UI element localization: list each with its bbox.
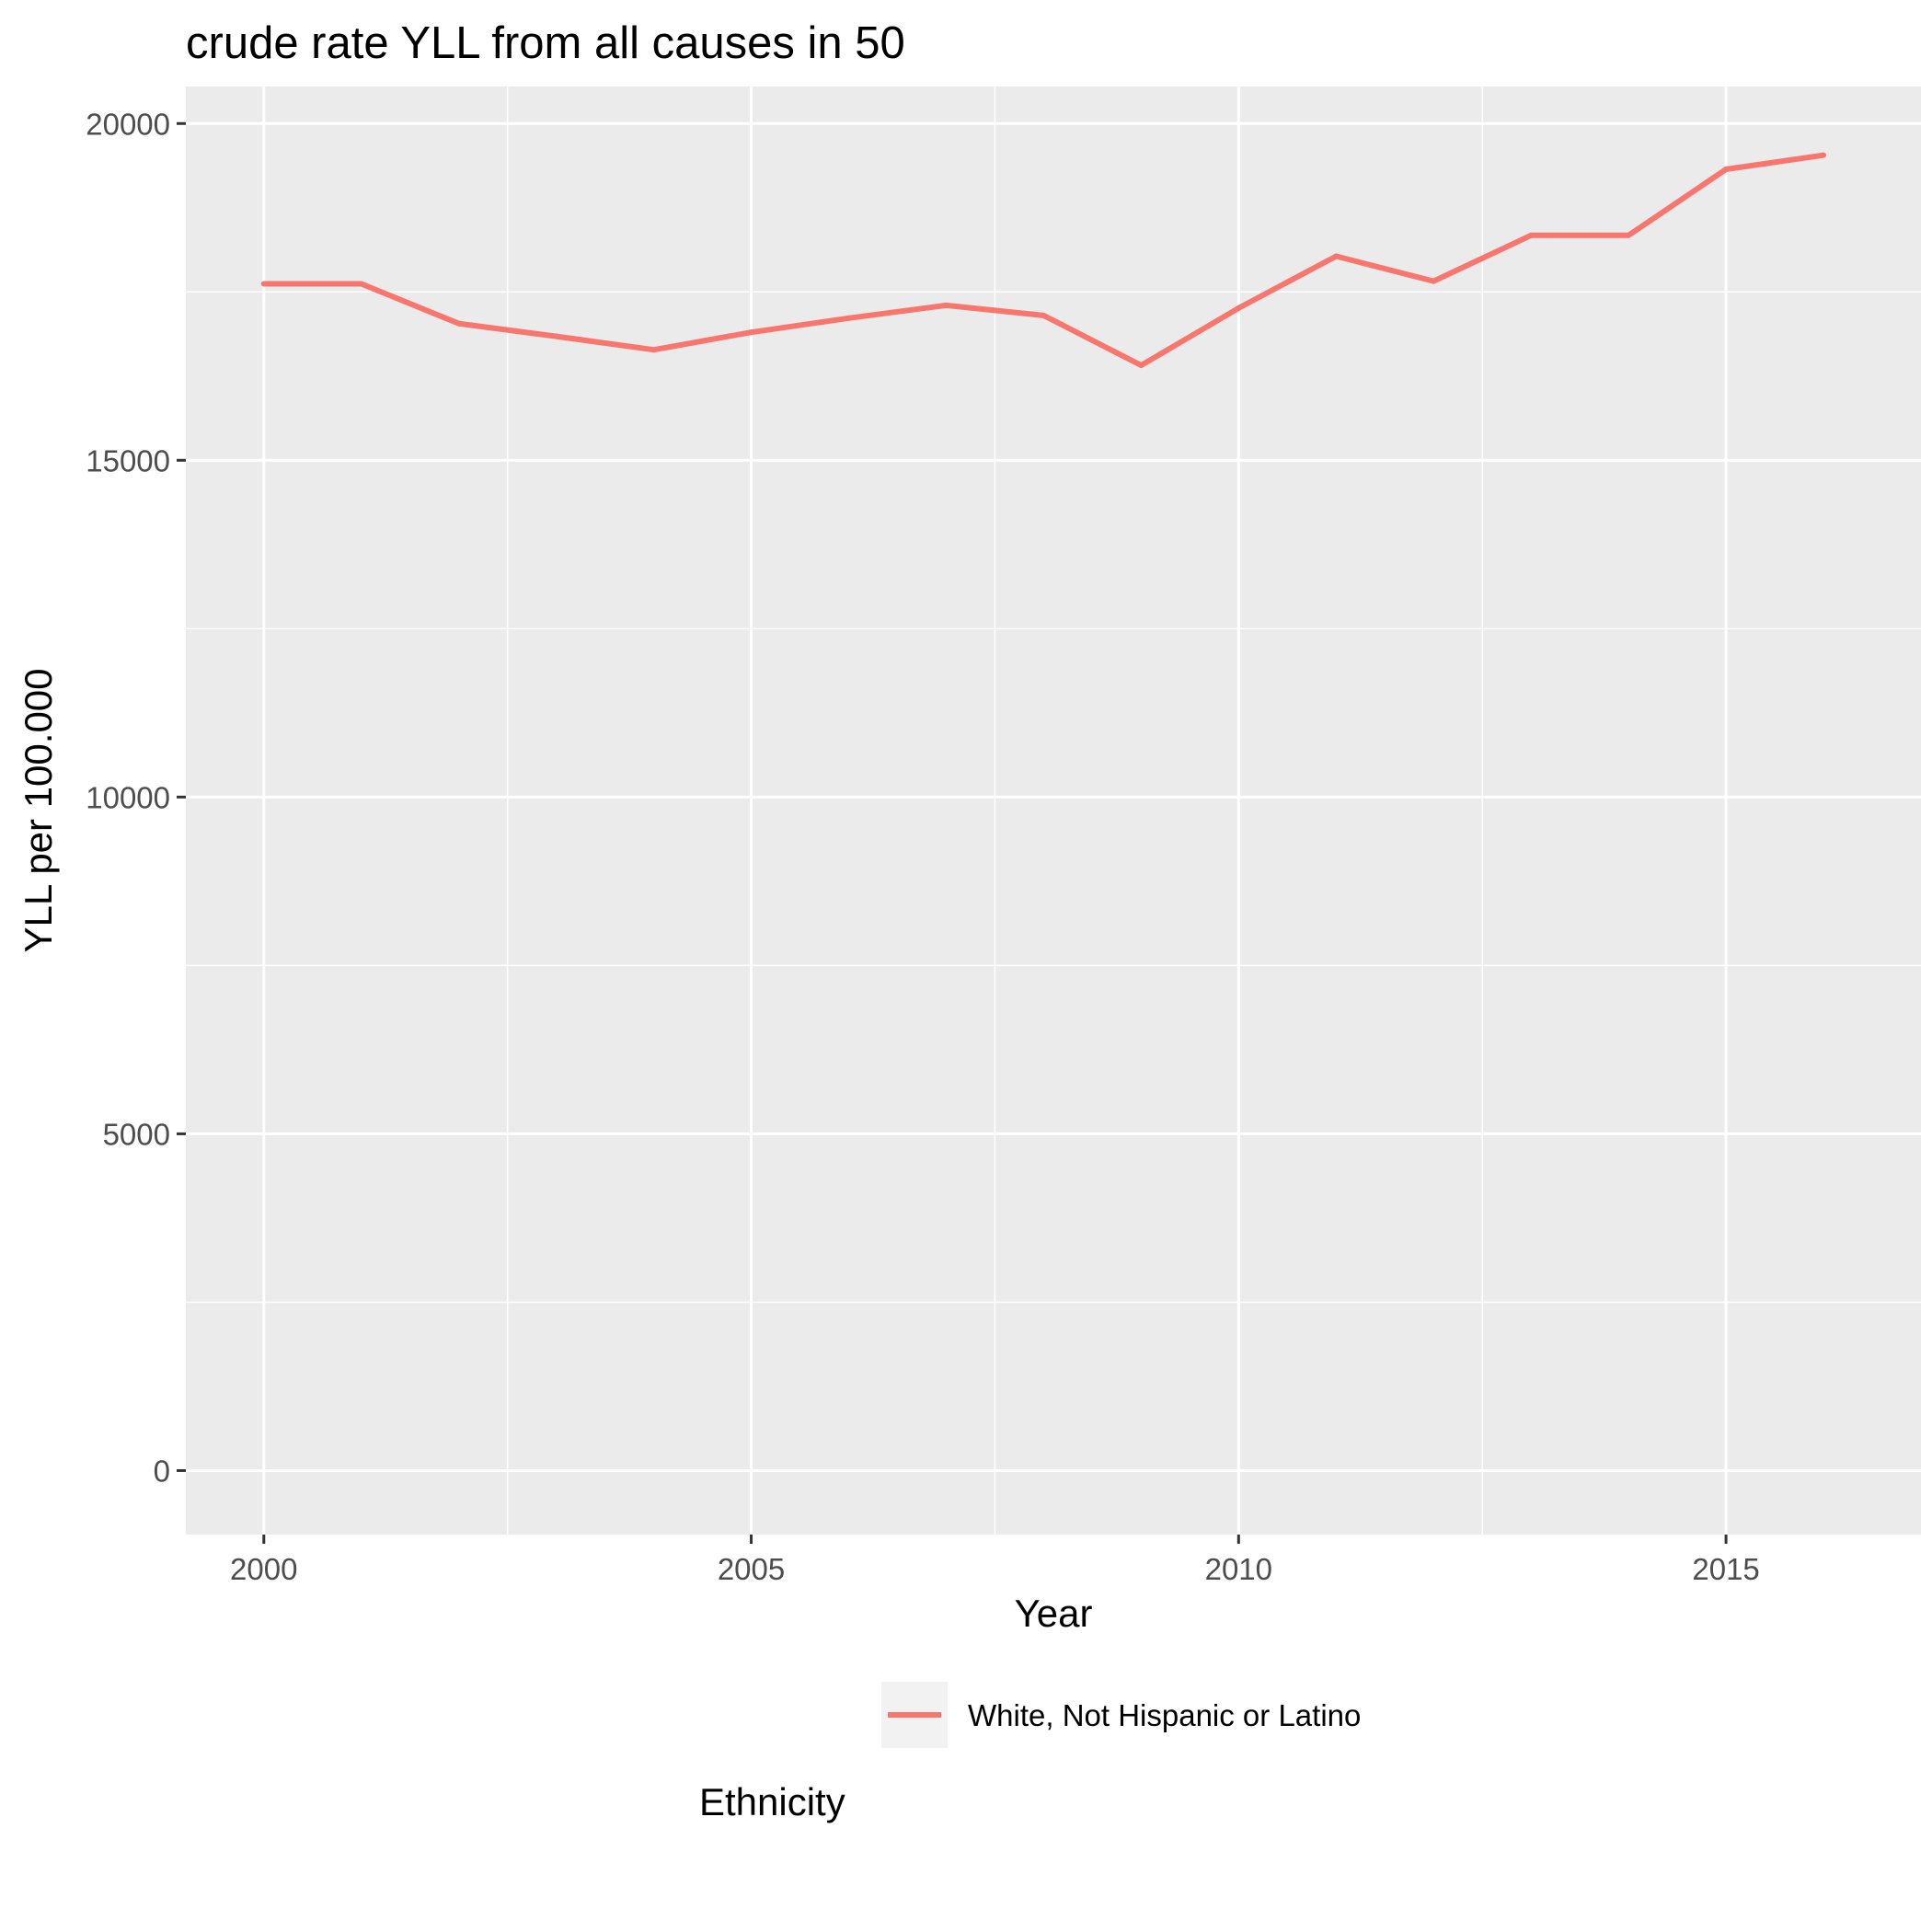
plot-panel [186, 86, 1921, 1535]
data-point [1723, 167, 1730, 173]
data-point [260, 281, 267, 287]
data-point [455, 320, 462, 327]
data-point [943, 302, 949, 308]
data-point [1821, 152, 1827, 158]
x-tick-label: 2005 [718, 1552, 785, 1586]
data-point [748, 329, 754, 336]
y-axis: 0 5000 10000 15000 20000 [86, 107, 186, 1488]
chart-title: crude rate YLL from all causes in 50 [186, 18, 905, 68]
y-tick-label: 10000 [86, 780, 170, 814]
legend-label: White, Not Hispanic or Latino [968, 1698, 1361, 1732]
data-point [1236, 305, 1242, 311]
series-layer [260, 152, 1827, 369]
y-axis-title: YLL per 100.000 [17, 668, 60, 952]
x-axis-title: Year [1015, 1592, 1093, 1635]
y-tick-label: 5000 [103, 1117, 170, 1151]
y-tick-label: 0 [154, 1454, 170, 1488]
data-point [650, 347, 657, 353]
x-axis: 2000 2005 2010 2015 [230, 1535, 1760, 1586]
x-tick-label: 2010 [1205, 1552, 1272, 1586]
data-point [358, 281, 364, 287]
major-gridlines [186, 86, 1921, 1535]
data-point [1041, 312, 1047, 318]
data-point [1333, 253, 1340, 259]
legend-title: Ethnicity [699, 1780, 845, 1823]
x-tick-label: 2015 [1692, 1552, 1759, 1586]
legend: White, Not Hispanic or Latino Ethnicity [699, 1682, 1361, 1823]
x-tick-label: 2000 [230, 1552, 297, 1586]
data-point [1528, 232, 1535, 238]
data-point [1626, 232, 1632, 238]
data-point [553, 333, 559, 339]
data-point [845, 315, 852, 321]
data-point [1138, 362, 1144, 369]
y-tick-label: 15000 [86, 443, 170, 477]
data-point [1431, 278, 1437, 284]
y-tick-label: 20000 [86, 107, 170, 141]
